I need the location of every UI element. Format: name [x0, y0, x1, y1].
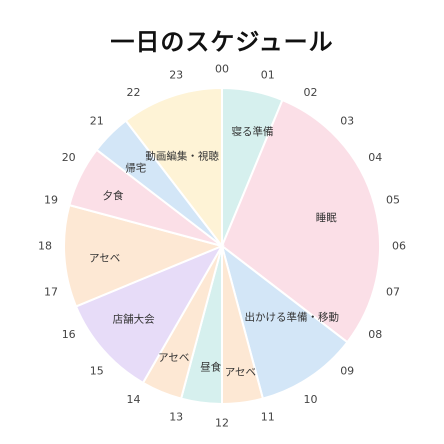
hour-tick-label: 16: [62, 328, 76, 341]
slice-label: 帰宅: [125, 161, 146, 174]
hour-tick-label: 07: [386, 285, 400, 298]
pie-slice: [63, 203, 226, 308]
hour-tick-label: 05: [386, 194, 400, 207]
hour-tick-label: 23: [169, 69, 183, 82]
hour-tick-label: 19: [44, 194, 58, 207]
slice-label: アセベ: [89, 252, 120, 264]
slice-label: 昼食: [200, 361, 221, 374]
pie-slice: [74, 243, 225, 385]
hour-tick-label: 14: [127, 393, 141, 406]
hour-tick-label: 08: [368, 328, 382, 341]
hour-tick-label: 09: [340, 365, 354, 378]
slice-label: アセベ: [158, 352, 189, 364]
pie-slice: [124, 86, 223, 249]
hour-tick-label: 21: [90, 114, 104, 127]
hour-tick-label: 15: [90, 365, 104, 378]
hour-tick-label: 04: [368, 151, 382, 164]
hour-tick-label: 11: [261, 411, 275, 424]
slice-label: 出かける準備・移動: [245, 311, 340, 324]
hour-tick-label: 00: [215, 63, 229, 76]
hour-tick-label: 13: [169, 411, 183, 424]
slice-label: 寝る準備: [232, 125, 274, 138]
slice-label: 睡眠: [316, 211, 337, 224]
hour-tick-label: 02: [304, 86, 318, 99]
hour-tick-label: 22: [127, 86, 141, 99]
hour-tick-label: 20: [62, 151, 76, 164]
slice-label: 夕食: [103, 189, 124, 202]
slice-label: 動画編集・視聴: [145, 150, 219, 163]
hour-tick-label: 03: [340, 114, 354, 127]
pie-slice: [220, 98, 381, 344]
hour-tick-label: 12: [215, 417, 229, 430]
chart-title: 一日のスケジュール: [110, 28, 334, 56]
slice-label: 店舗大会: [113, 313, 155, 326]
slice-label: アセベ: [225, 367, 256, 379]
hour-tick-label: 10: [304, 393, 318, 406]
hour-tick-label: 17: [44, 285, 58, 298]
hour-tick-label: 18: [38, 240, 52, 253]
hour-tick-label: 06: [392, 240, 406, 253]
hour-tick-label: 01: [261, 69, 275, 82]
